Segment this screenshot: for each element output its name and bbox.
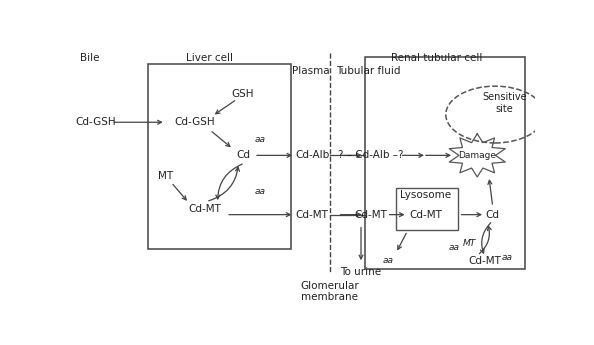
Text: Cd: Cd (236, 150, 250, 160)
Bar (396, 188, 458, 230)
Text: Cd-Alb: Cd-Alb (296, 150, 330, 160)
Text: Lysosome: Lysosome (400, 190, 451, 200)
Text: GSH: GSH (231, 89, 254, 99)
Text: Cd-GSH: Cd-GSH (174, 117, 214, 127)
Text: aa: aa (501, 253, 512, 262)
Text: Cd: Cd (486, 210, 500, 220)
Text: Cd-MT: Cd-MT (188, 204, 221, 214)
Text: Damage: Damage (458, 151, 496, 160)
Text: aa: aa (255, 187, 266, 196)
Text: Cd-GSH: Cd-GSH (75, 117, 116, 127)
Text: Cd-MT: Cd-MT (409, 210, 442, 220)
Text: Sensitive
site: Sensitive site (482, 92, 527, 114)
Text: MT: MT (158, 171, 173, 181)
Text: Tubular fluid: Tubular fluid (336, 66, 401, 76)
Text: Plasma: Plasma (292, 66, 330, 76)
Text: aa: aa (448, 243, 460, 252)
Text: aa: aa (383, 256, 394, 265)
Bar (365, 57, 525, 268)
Text: Cd-MT: Cd-MT (296, 210, 328, 220)
Text: Renal tubular cell: Renal tubular cell (391, 53, 483, 63)
Text: Cd-MT: Cd-MT (355, 210, 387, 220)
Text: Liver cell: Liver cell (187, 53, 233, 63)
Bar (148, 65, 291, 249)
Text: aa: aa (255, 136, 266, 145)
Text: Cd-MT: Cd-MT (469, 256, 501, 266)
Text: Bile: Bile (80, 53, 100, 63)
Text: Glomerular
membrane: Glomerular membrane (301, 281, 359, 303)
Text: ? – Cd-Alb –?: ? – Cd-Alb –? (339, 150, 404, 160)
Text: MT: MT (463, 239, 476, 248)
Text: To urine: To urine (340, 267, 381, 277)
